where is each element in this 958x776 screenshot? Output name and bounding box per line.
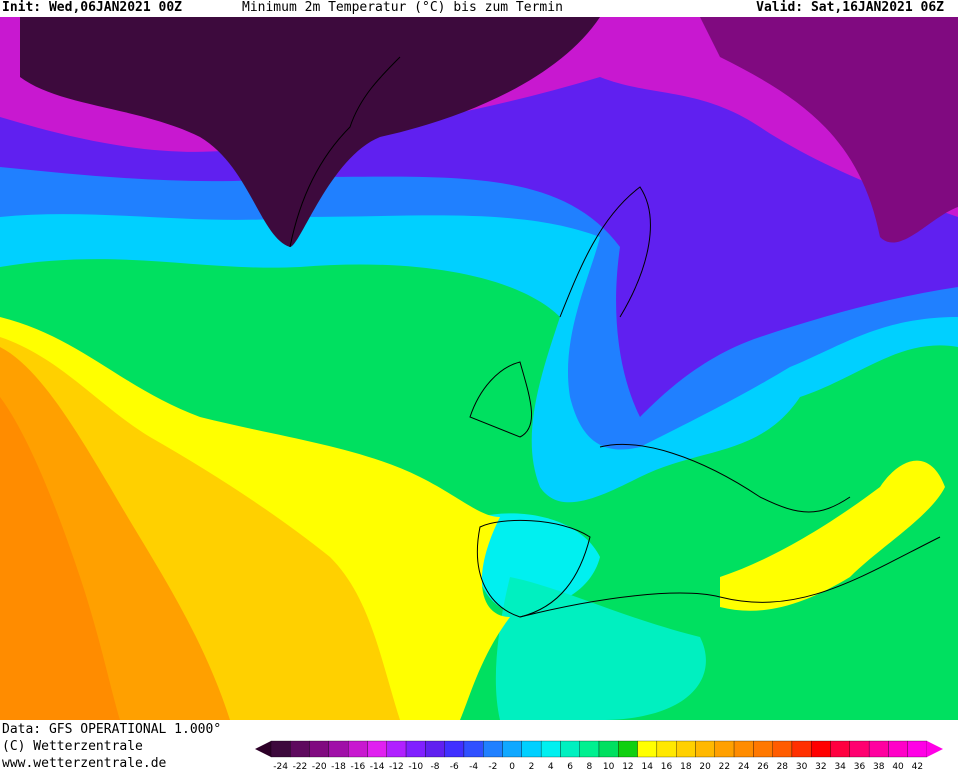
- colorbar-label: -24: [273, 762, 288, 772]
- colorbar-swatch: [888, 740, 908, 758]
- colorbar-swatch: [618, 740, 638, 758]
- colorbar-label: 24: [738, 762, 750, 772]
- colorbar-arrow-high: [927, 741, 943, 757]
- colorbar-swatch: [733, 740, 754, 758]
- colorbar-label: 6: [567, 762, 573, 772]
- colorbar-swatch: [579, 740, 600, 758]
- copyright: (C) Wetterzentrale: [2, 739, 143, 754]
- colorbar-swatch: [425, 740, 445, 758]
- colorbar-label: -10: [408, 762, 423, 772]
- colorbar-label: 8: [586, 762, 592, 772]
- colorbar-swatch: [811, 740, 831, 758]
- colorbar-swatch: [868, 740, 889, 758]
- colorbar-swatch: [598, 740, 619, 758]
- colorbar-swatch: [348, 740, 368, 758]
- colorbar-swatch: [483, 740, 503, 758]
- colorbar-swatch: [676, 740, 696, 758]
- colorbar-swatch: [637, 740, 658, 758]
- init-time: Init: Wed,06JAN2021 00Z: [2, 0, 183, 15]
- colorbar-label: 36: [854, 762, 866, 772]
- colorbar-label: -16: [350, 762, 365, 772]
- map-title: Minimum 2m Temperatur (°C) bis zum Termi…: [242, 0, 563, 15]
- colorbar-label: -14: [370, 762, 385, 772]
- colorbar-swatch: [270, 740, 291, 758]
- colorbar-swatch: [309, 740, 330, 758]
- colorbar-swatch: [830, 740, 850, 758]
- colorbar-swatch: [328, 740, 349, 758]
- colorbar-swatch: [714, 740, 735, 758]
- colorbar-label: 10: [603, 762, 615, 772]
- colorbar-swatch: [386, 740, 407, 758]
- colorbar-label: -20: [312, 762, 327, 772]
- colorbar-label: 14: [642, 762, 654, 772]
- colorbar-swatch: [907, 740, 928, 758]
- colorbar-label: -2: [488, 762, 497, 772]
- temperature-map: [0, 17, 958, 720]
- colorbar-label: 34: [834, 762, 846, 772]
- colorbar-label: -12: [389, 762, 404, 772]
- colorbar-label: 16: [661, 762, 673, 772]
- colorbar-label: 38: [873, 762, 885, 772]
- colorbar-swatch: [290, 740, 310, 758]
- colorbar-swatch: [502, 740, 522, 758]
- website: www.wetterzentrale.de: [2, 756, 167, 771]
- colorbar-label: 32: [815, 762, 826, 772]
- colorbar-label: 22: [719, 762, 730, 772]
- colorbar-label: -4: [469, 762, 478, 772]
- colorbar-swatch: [560, 740, 580, 758]
- colorbar-swatch: [849, 740, 870, 758]
- colorbar-label: 2: [529, 762, 535, 772]
- colorbar-swatch: [521, 740, 542, 758]
- colorbar-label: -18: [331, 762, 346, 772]
- colorbar-swatch: [753, 740, 773, 758]
- colorbar-label: 42: [912, 762, 923, 772]
- colorbar-label: -8: [431, 762, 440, 772]
- colorbar-swatch: [791, 740, 812, 758]
- data-source: Data: GFS OPERATIONAL 1.000°: [2, 722, 222, 737]
- colorbar-label: 12: [622, 762, 633, 772]
- colorbar-swatch: [656, 740, 677, 758]
- colorbar-swatch: [367, 740, 387, 758]
- colorbar-label: 28: [777, 762, 789, 772]
- colorbar-label: 30: [796, 762, 808, 772]
- colorbar-label: 40: [892, 762, 904, 772]
- colorbar-label: 0: [509, 762, 515, 772]
- colorbar-swatch: [444, 740, 465, 758]
- valid-time: Valid: Sat,16JAN2021 06Z: [756, 0, 944, 15]
- colorbar-label: 26: [757, 762, 769, 772]
- colorbar: -24 -22 -20 -18 -16 -14 -12 -10 -8 -6 -4 -2 0 2 4 6 8 10 1…: [255, 740, 943, 772]
- colorbar-label: 20: [699, 762, 711, 772]
- colorbar-swatch: [695, 740, 715, 758]
- colorbar-label: 4: [548, 762, 554, 772]
- colorbar-swatch: [463, 740, 484, 758]
- colorbar-label: 18: [680, 762, 692, 772]
- colorbar-label: -22: [293, 762, 308, 772]
- colorbar-arrow-low: [255, 741, 271, 757]
- colorbar-swatch: [405, 740, 426, 758]
- colorbar-label: -6: [450, 762, 459, 772]
- colorbar-swatch: [540, 740, 561, 758]
- colorbar-swatch: [772, 740, 793, 758]
